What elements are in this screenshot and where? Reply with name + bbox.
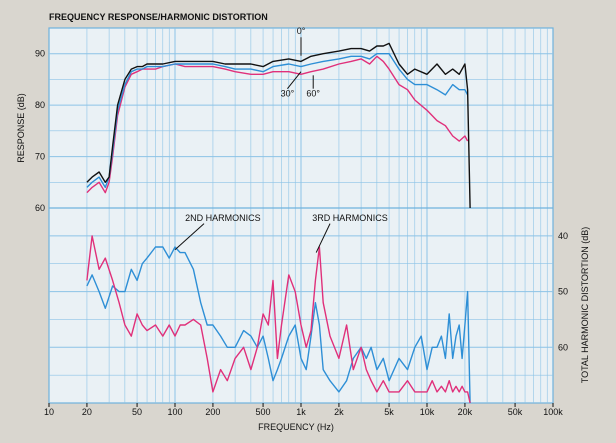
x-tick-label: 50	[132, 407, 142, 417]
plot-area: 0° 30° 60° 2ND HARMONICS 3RD HARMONICS	[48, 26, 554, 404]
arrow-3rd-harmonics	[315, 223, 331, 253]
x-tick-label: 100	[167, 407, 182, 417]
response-y-tick-label: 70	[35, 152, 45, 162]
response-series-30deg	[86, 53, 469, 189]
arrow-30deg	[287, 71, 302, 89]
response-series-0deg	[86, 42, 471, 209]
x-tick-label: 10	[44, 407, 54, 417]
response-series-60deg	[86, 55, 469, 194]
distortion-y-tick-label: 60	[558, 342, 568, 352]
distortion-y-ticks: 40 50 60	[558, 231, 568, 352]
response-y-tick-label: 90	[35, 49, 45, 59]
response-y-tick-label: 80	[35, 100, 45, 110]
chart-title: FREQUENCY RESPONSE/HARMONIC DISTORTION	[49, 12, 268, 22]
x-tick-label: 100k	[543, 407, 563, 417]
distortion-annotation-1: 3RD HARMONICS	[312, 213, 388, 223]
distortion-y-tick-label: 50	[558, 287, 568, 297]
distortion-annotation-0: 2ND HARMONICS	[185, 213, 261, 223]
response-annotation-0: 0°	[297, 26, 306, 36]
annotation-layer: 0° 30° 60° 2ND HARMONICS 3RD HARMONICS	[174, 26, 388, 253]
x-tick-label: 50k	[508, 407, 523, 417]
x-tick-label: 200	[205, 407, 220, 417]
x-tick-label: 10k	[420, 407, 435, 417]
response-annotation-2: 60°	[306, 88, 320, 98]
response-y-ticks: 60 70 80 90	[35, 49, 45, 213]
distortion-series-2nd-harmonics	[86, 246, 471, 404]
x-tick-label: 20	[82, 407, 92, 417]
distortion-y-axis-label: TOTAL HARMONIC DISTORTION (dB)	[580, 227, 590, 384]
response-y-axis-label: RESPONSE (dB)	[16, 93, 26, 163]
response-y-tick-label: 60	[35, 203, 45, 213]
response-annotation-1: 30°	[281, 88, 295, 98]
arrow-2nd-harmonics	[174, 223, 205, 251]
x-axis-label: FREQUENCY (Hz)	[258, 422, 334, 432]
x-tick-label: 1k	[296, 407, 306, 417]
x-tick-label: 2k	[334, 407, 344, 417]
x-tick-label: 5k	[384, 407, 394, 417]
distortion-y-tick-label: 40	[558, 231, 568, 241]
x-tick-label: 500	[256, 407, 271, 417]
x-axis-ticks: 10 20 50 100 200 500 1k 2k 5k 10k 20k 50k 100k	[44, 403, 563, 417]
series-layer	[86, 42, 471, 404]
distortion-series-3rd-harmonics	[86, 235, 471, 404]
x-tick-label: 20k	[458, 407, 473, 417]
